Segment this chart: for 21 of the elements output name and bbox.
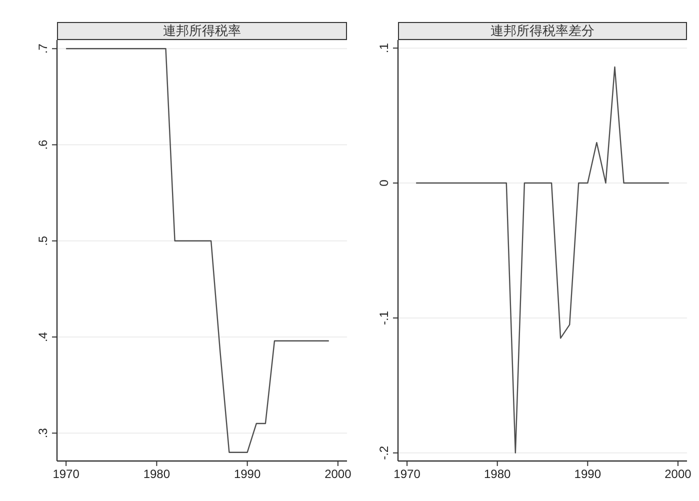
line-series <box>65 48 330 453</box>
x-tick-label: 1980 <box>484 467 512 481</box>
x-tick-label: 1980 <box>143 467 170 481</box>
chart-title: 連邦所得税率 <box>57 22 347 40</box>
x-tick-label: 1990 <box>574 467 602 481</box>
y-tick-label: -.1 <box>377 310 391 325</box>
y-tick-label: -.2 <box>377 446 391 460</box>
y-tick-label: .7 <box>36 43 50 54</box>
x-tick-label: 2000 <box>664 467 692 481</box>
x-tick-label: 1990 <box>234 467 261 481</box>
y-tick-label: .5 <box>36 236 50 246</box>
x-tick-label: 1970 <box>394 467 421 481</box>
y-tick-label: 0 <box>377 179 391 186</box>
y-tick-label: .4 <box>36 332 50 342</box>
y-tick-label: .3 <box>36 428 50 438</box>
x-tick-label: 2000 <box>324 467 352 481</box>
x-tick-label: 1970 <box>52 467 80 481</box>
y-tick-label: .6 <box>36 139 50 150</box>
chart-title: 連邦所得税率差分 <box>398 22 687 40</box>
y-tick-label: .1 <box>377 42 391 54</box>
line-series <box>415 66 670 454</box>
